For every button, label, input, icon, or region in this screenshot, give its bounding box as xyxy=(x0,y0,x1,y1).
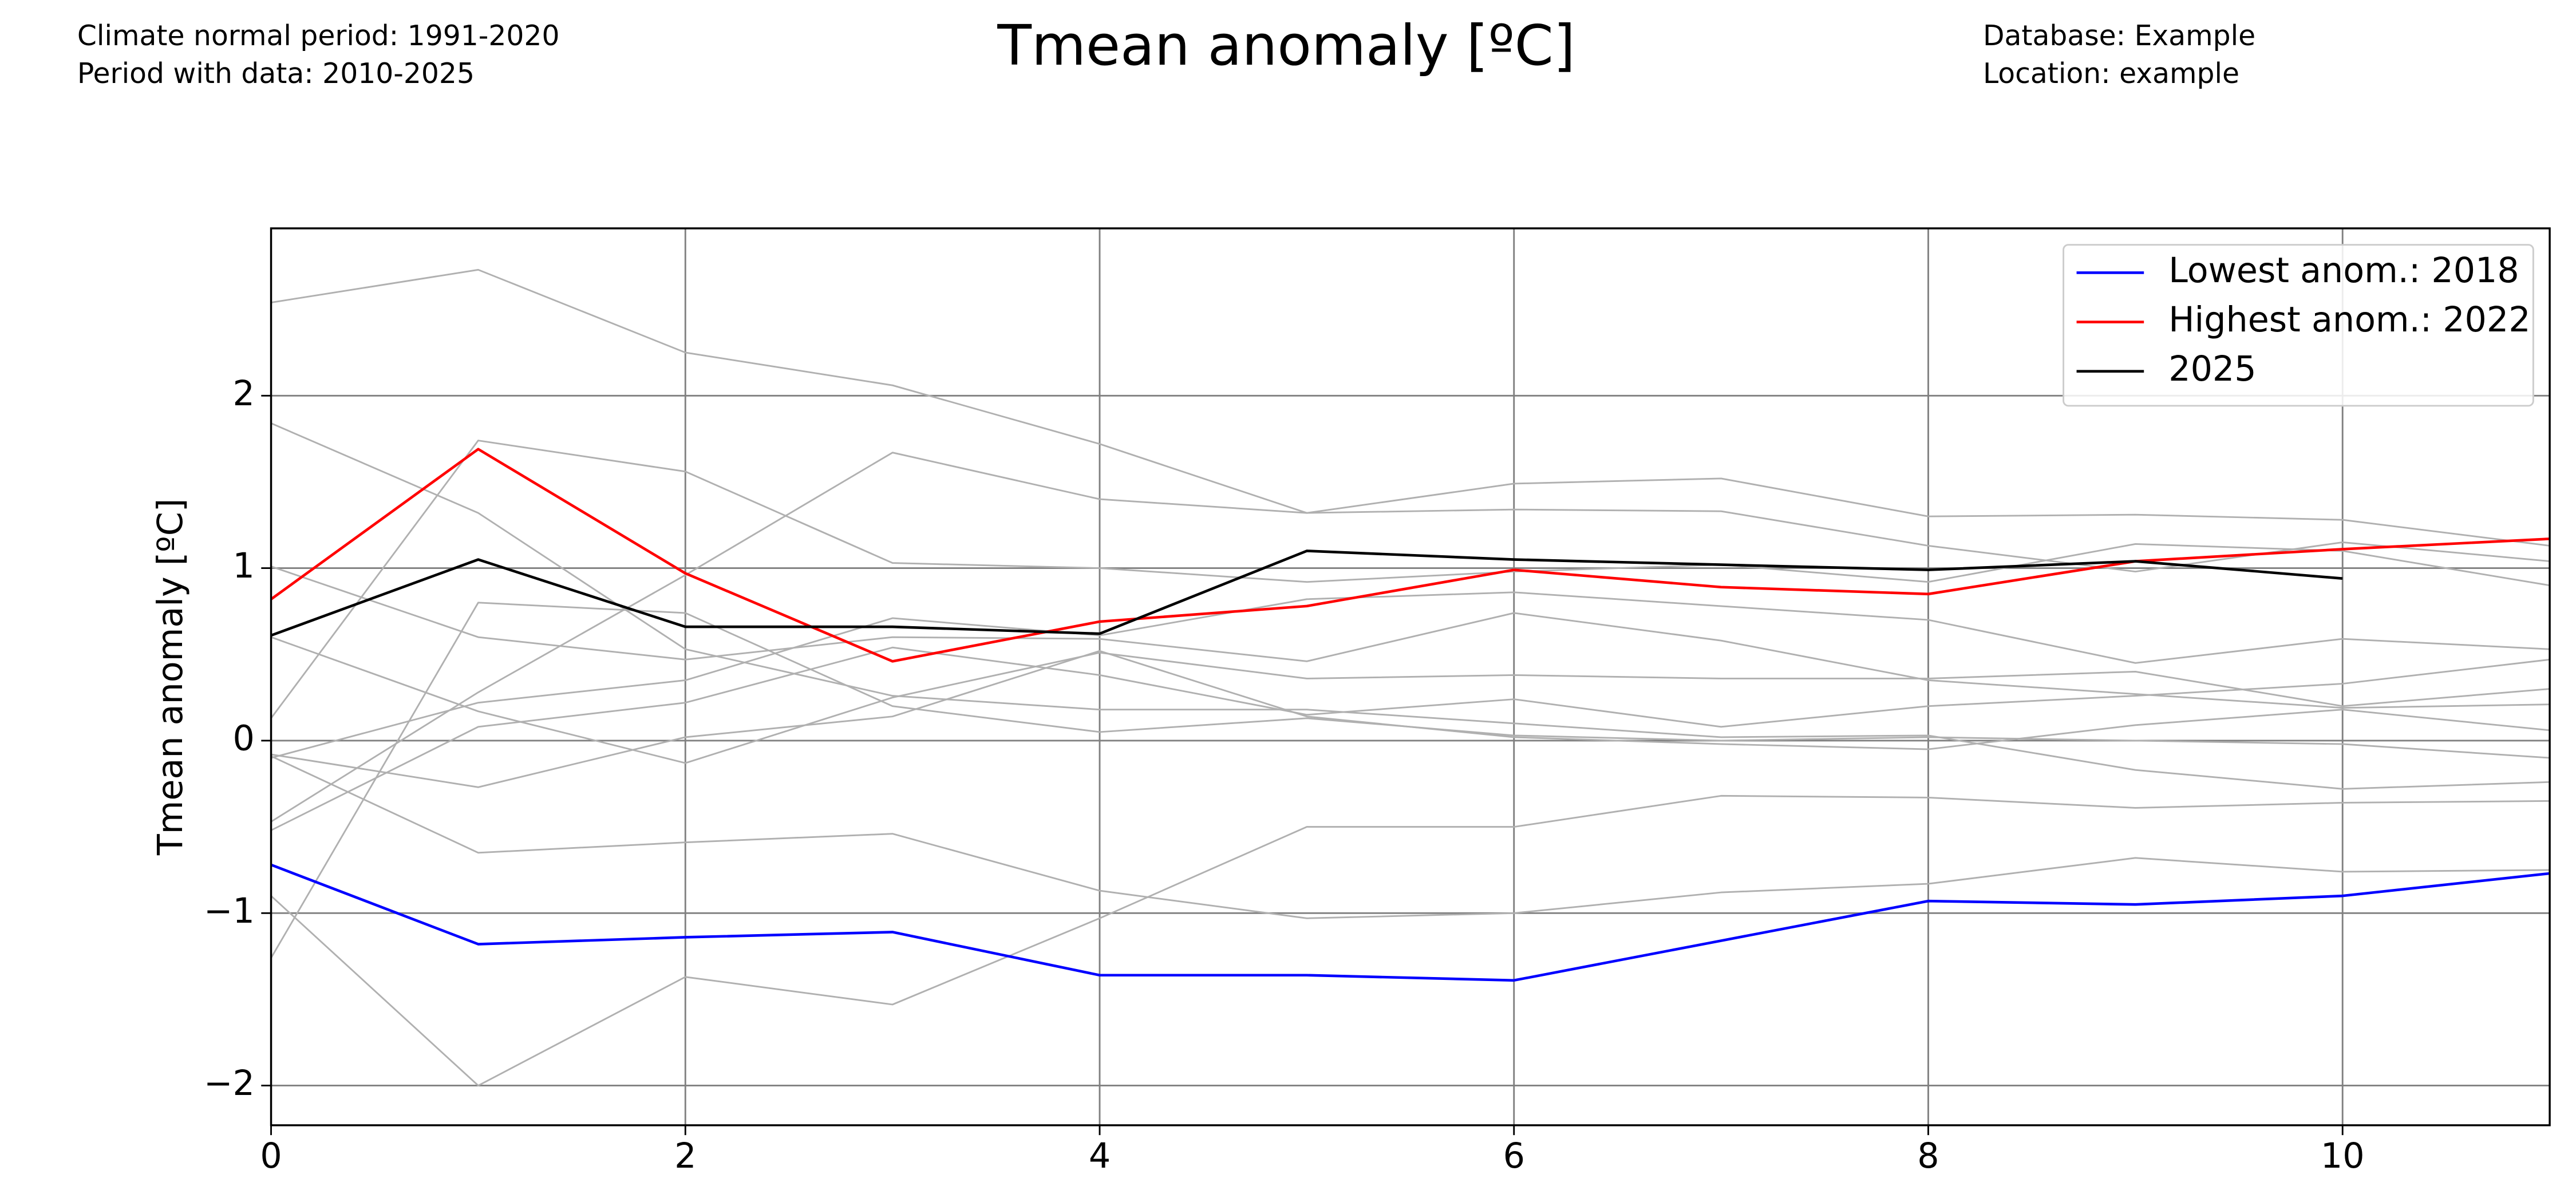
y-tick-label: −1 xyxy=(204,891,255,931)
y-tick-label: 2 xyxy=(232,374,254,414)
series-line xyxy=(270,422,2550,790)
series-line xyxy=(270,602,2550,959)
period-note: Climate normal period: 1991-2020 xyxy=(77,19,560,52)
series-line xyxy=(271,650,2550,788)
period-note: Period with data: 2010-2025 xyxy=(77,57,475,90)
legend-label: Lowest anom.: 2018 xyxy=(2168,251,2519,291)
source-note: Location: example xyxy=(1983,57,2239,90)
series-line xyxy=(270,440,2550,719)
x-tick-label: 0 xyxy=(260,1136,282,1176)
series-line xyxy=(270,452,2550,823)
source-note: Database: Example xyxy=(1983,19,2255,52)
y-axis-label: Tmean anomaly [ºC] xyxy=(151,499,191,856)
series-line xyxy=(270,794,2550,1087)
series-line xyxy=(270,549,2343,637)
series-line xyxy=(271,566,2550,709)
x-tick-label: 2 xyxy=(674,1136,696,1176)
legend-box xyxy=(2063,244,2534,407)
plot-frame xyxy=(270,227,2551,1126)
series-line xyxy=(270,863,2550,982)
x-tick-label: 8 xyxy=(1917,1136,1939,1176)
x-tick-label: 4 xyxy=(1089,1136,1111,1176)
series-line xyxy=(270,755,2550,919)
legend-label: Highest anom.: 2022 xyxy=(2168,300,2530,340)
x-tick-label: 10 xyxy=(2321,1136,2365,1176)
series-line xyxy=(271,636,2550,764)
y-tick-label: −2 xyxy=(204,1063,255,1104)
series-line xyxy=(271,591,2550,759)
series-line xyxy=(271,268,2550,547)
legend-label: 2025 xyxy=(2168,349,2256,389)
y-tick-label: 0 xyxy=(232,719,254,759)
series-line xyxy=(270,448,2550,663)
x-tick-label: 6 xyxy=(1503,1136,1525,1176)
series-line xyxy=(270,646,2550,831)
chart-title: Tmean anomaly [ºC] xyxy=(997,13,1575,78)
y-tick-label: 1 xyxy=(232,546,254,586)
